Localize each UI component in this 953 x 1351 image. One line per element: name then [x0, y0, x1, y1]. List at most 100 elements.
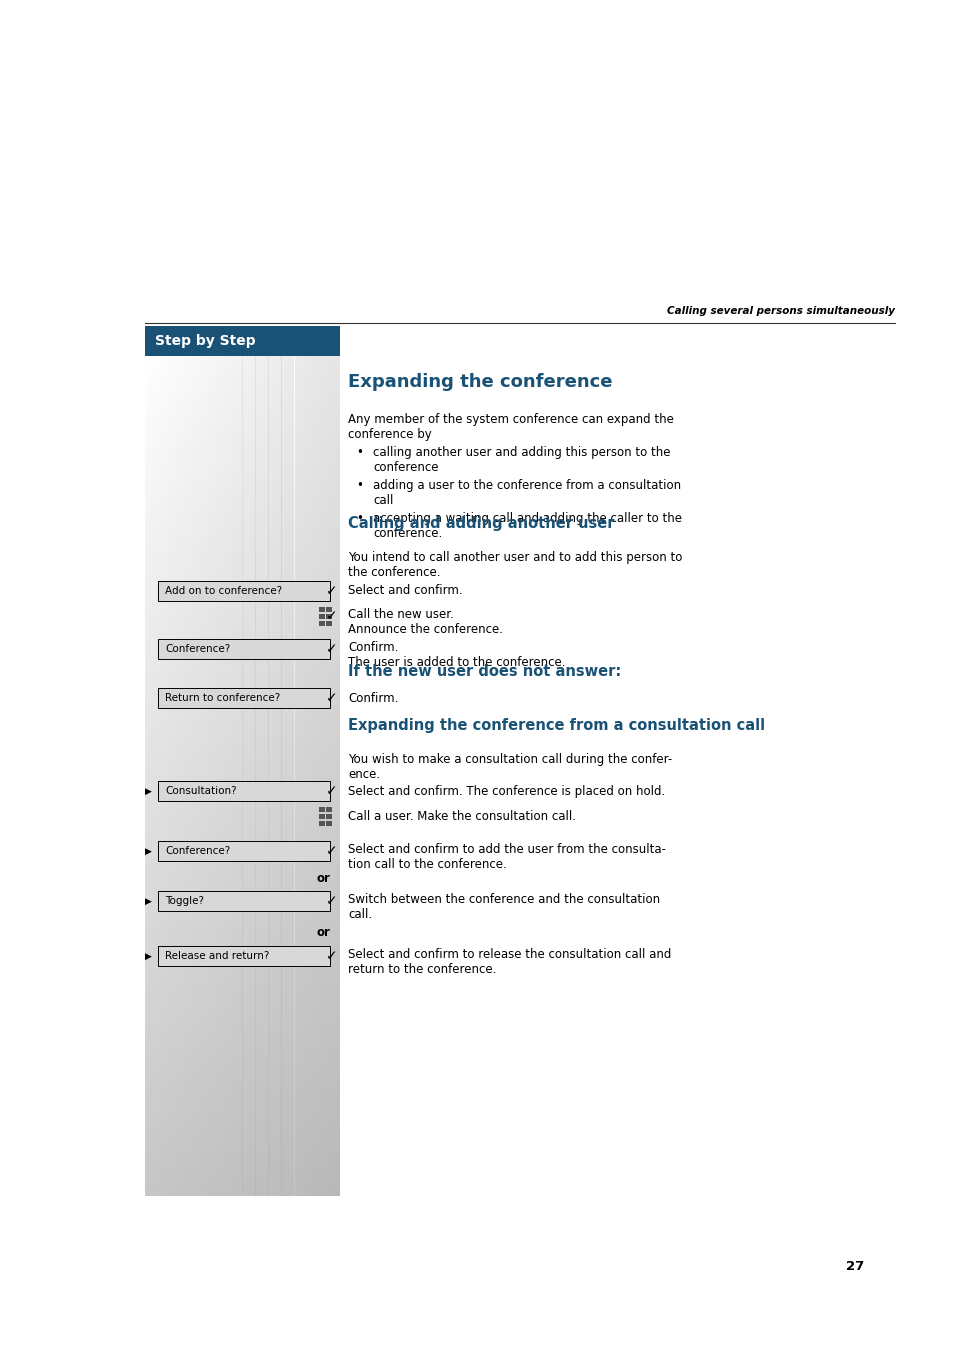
Text: accepting a waiting call and adding the caller to the: accepting a waiting call and adding the …: [373, 512, 681, 526]
Bar: [145, 720, 339, 727]
Bar: [145, 712, 339, 720]
Bar: [145, 650, 339, 657]
Bar: [272, 357, 274, 1196]
Bar: [145, 782, 339, 790]
Text: If the new user does not answer:: If the new user does not answer:: [348, 663, 620, 680]
Bar: [235, 357, 239, 1196]
Text: ▶: ▶: [145, 951, 152, 961]
Bar: [196, 357, 200, 1196]
Bar: [145, 943, 339, 951]
Text: Confirm.: Confirm.: [348, 640, 398, 654]
Bar: [219, 357, 223, 1196]
Bar: [145, 1139, 339, 1147]
Bar: [145, 1006, 339, 1015]
Bar: [145, 1070, 339, 1077]
Text: call: call: [373, 494, 393, 508]
Bar: [145, 1097, 339, 1105]
Text: ✓: ✓: [326, 690, 337, 705]
Bar: [213, 357, 216, 1196]
Bar: [326, 607, 331, 612]
Bar: [145, 467, 339, 476]
Bar: [145, 789, 339, 797]
Bar: [145, 839, 339, 846]
Bar: [145, 573, 339, 580]
Bar: [145, 874, 339, 881]
Bar: [145, 1084, 339, 1092]
Bar: [320, 357, 323, 1196]
Bar: [145, 923, 339, 929]
Bar: [223, 357, 226, 1196]
Bar: [145, 615, 339, 621]
Text: ✓: ✓: [326, 948, 337, 963]
Text: •: •: [356, 446, 363, 459]
Bar: [145, 474, 339, 482]
Bar: [145, 677, 339, 685]
Bar: [145, 978, 339, 986]
Bar: [145, 951, 339, 958]
Bar: [148, 357, 152, 1196]
Bar: [233, 357, 235, 1196]
Bar: [304, 357, 307, 1196]
Bar: [330, 357, 334, 1196]
Bar: [145, 593, 339, 601]
Bar: [145, 1035, 339, 1042]
Bar: [145, 1147, 339, 1154]
Bar: [145, 384, 339, 390]
Bar: [145, 600, 339, 608]
Bar: [193, 357, 196, 1196]
Bar: [145, 531, 339, 538]
Text: conference by: conference by: [348, 428, 432, 442]
Text: tion call to the conference.: tion call to the conference.: [348, 858, 506, 871]
Text: Calling several persons simultaneously: Calling several persons simultaneously: [666, 305, 894, 316]
Bar: [145, 985, 339, 993]
Bar: [334, 357, 336, 1196]
Text: •: •: [356, 480, 363, 492]
Bar: [317, 357, 320, 1196]
Bar: [145, 929, 339, 938]
Bar: [262, 357, 265, 1196]
Bar: [158, 946, 330, 966]
Bar: [145, 544, 339, 553]
Bar: [145, 775, 339, 784]
Bar: [145, 404, 339, 412]
Text: ▶: ▶: [145, 786, 152, 796]
Bar: [145, 355, 339, 363]
Text: Consultation?: Consultation?: [165, 786, 236, 796]
Bar: [145, 432, 339, 440]
Bar: [326, 613, 331, 619]
Bar: [145, 496, 339, 503]
Bar: [171, 357, 174, 1196]
Bar: [327, 357, 330, 1196]
Text: ✓: ✓: [326, 642, 337, 657]
Bar: [145, 852, 339, 861]
Bar: [145, 1090, 339, 1098]
Bar: [145, 1182, 339, 1189]
Bar: [158, 688, 330, 708]
Text: ▶: ▶: [145, 847, 152, 855]
Bar: [252, 357, 255, 1196]
Bar: [145, 461, 339, 467]
Text: Add on to conference?: Add on to conference?: [165, 586, 282, 596]
Text: Select and confirm.: Select and confirm.: [348, 585, 462, 597]
Bar: [246, 357, 249, 1196]
Bar: [145, 1020, 339, 1028]
Bar: [145, 958, 339, 965]
Bar: [174, 357, 177, 1196]
Bar: [145, 481, 339, 489]
Bar: [274, 357, 278, 1196]
Bar: [301, 357, 304, 1196]
Text: Step by Step: Step by Step: [154, 334, 255, 349]
Bar: [145, 419, 339, 426]
Text: You intend to call another user and to add this person to: You intend to call another user and to a…: [348, 551, 681, 563]
Bar: [158, 639, 330, 659]
Text: Conference?: Conference?: [165, 644, 230, 654]
Bar: [180, 357, 184, 1196]
Text: Toggle?: Toggle?: [165, 896, 204, 907]
Text: You wish to make a consultation call during the confer-: You wish to make a consultation call dur…: [348, 753, 672, 766]
Text: Calling and adding another user: Calling and adding another user: [348, 516, 614, 531]
Bar: [230, 357, 233, 1196]
Bar: [145, 523, 339, 531]
Text: Call the new user.: Call the new user.: [348, 608, 454, 621]
Bar: [145, 635, 339, 643]
Text: ✓: ✓: [326, 784, 337, 798]
